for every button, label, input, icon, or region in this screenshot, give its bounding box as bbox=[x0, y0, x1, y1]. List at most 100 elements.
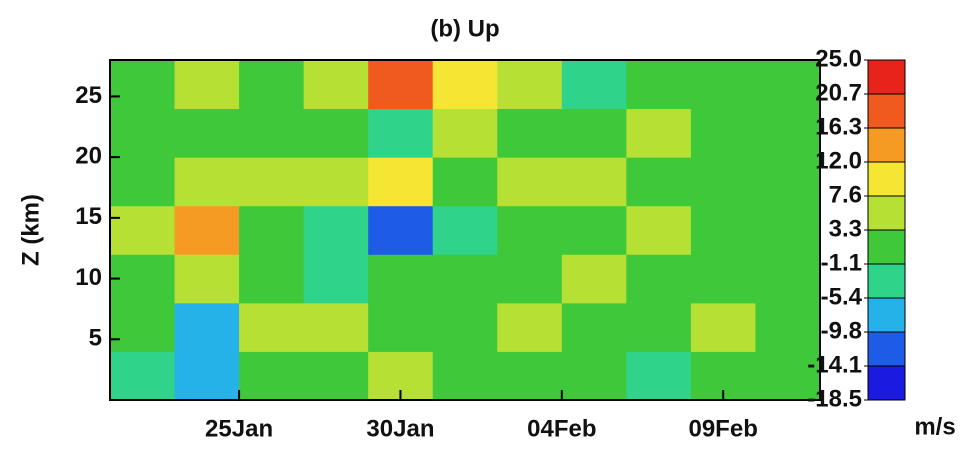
heat-cell bbox=[303, 205, 369, 255]
heat-cell bbox=[368, 60, 434, 110]
heat-cell bbox=[561, 60, 627, 110]
heat-cell bbox=[432, 302, 498, 352]
colorbar-swatch bbox=[867, 59, 906, 95]
chart-title: (b) Up bbox=[430, 15, 499, 42]
colorbar-swatch bbox=[867, 195, 906, 231]
colorbar-label: 12.0 bbox=[815, 147, 862, 174]
heat-cell bbox=[626, 351, 692, 401]
heat-cell bbox=[497, 254, 563, 304]
heat-cell bbox=[690, 254, 756, 304]
heat-cell bbox=[626, 302, 692, 352]
heat-cell bbox=[303, 157, 369, 207]
x-tick-label: 04Feb bbox=[527, 415, 596, 442]
heat-cell bbox=[174, 205, 240, 255]
heat-cell bbox=[303, 254, 369, 304]
heat-cell bbox=[239, 205, 305, 255]
heat-cell bbox=[174, 351, 240, 401]
plot-frame bbox=[109, 59, 821, 401]
y-tick-label: 15 bbox=[75, 203, 102, 230]
heat-cell bbox=[497, 108, 563, 158]
heat-cell bbox=[561, 302, 627, 352]
y-tick-label: 5 bbox=[89, 325, 102, 352]
heat-cell bbox=[690, 302, 756, 352]
heat-cell bbox=[626, 108, 692, 158]
colorbar-label: 3.3 bbox=[829, 215, 862, 242]
colorbar-label: -9.8 bbox=[821, 317, 862, 344]
heat-cell bbox=[368, 157, 434, 207]
heat-cell bbox=[755, 60, 821, 110]
colorbar-swatch bbox=[867, 127, 906, 163]
colorbar-label: -1.1 bbox=[821, 249, 862, 276]
heat-cell bbox=[626, 157, 692, 207]
colorbar-swatch bbox=[867, 229, 906, 265]
heat-cell bbox=[755, 254, 821, 304]
heat-cell bbox=[110, 108, 176, 158]
colorbar-swatch bbox=[867, 263, 906, 299]
heat-cell bbox=[561, 108, 627, 158]
colorbar-units: m/s bbox=[914, 413, 955, 440]
heat-cell bbox=[239, 60, 305, 110]
heat-cell bbox=[110, 254, 176, 304]
heat-cell bbox=[303, 60, 369, 110]
colorbar-swatch bbox=[867, 93, 906, 129]
heat-cell bbox=[497, 302, 563, 352]
colorbar-label: 7.6 bbox=[829, 181, 862, 208]
heat-cell bbox=[755, 157, 821, 207]
heat-cell bbox=[561, 157, 627, 207]
heat-cell bbox=[239, 302, 305, 352]
heat-cell bbox=[368, 302, 434, 352]
heat-cell bbox=[432, 254, 498, 304]
heat-cell bbox=[690, 108, 756, 158]
colorbar-label: 16.3 bbox=[815, 113, 862, 140]
heat-cell bbox=[303, 108, 369, 158]
heat-cell bbox=[110, 60, 176, 110]
x-tick-label: 30Jan bbox=[366, 415, 434, 442]
heat-cell bbox=[110, 351, 176, 401]
heat-cell bbox=[561, 351, 627, 401]
heat-cell bbox=[432, 157, 498, 207]
heat-cell bbox=[690, 60, 756, 110]
heat-cell bbox=[690, 157, 756, 207]
heat-cell bbox=[239, 108, 305, 158]
heat-cell bbox=[626, 205, 692, 255]
heat-cell bbox=[174, 108, 240, 158]
heat-cell bbox=[432, 351, 498, 401]
heat-cell bbox=[239, 157, 305, 207]
x-tick-label: 25Jan bbox=[205, 415, 273, 442]
colorbar-label: -5.4 bbox=[821, 283, 863, 310]
heat-cell bbox=[303, 351, 369, 401]
heat-cell bbox=[432, 108, 498, 158]
heat-cell bbox=[497, 351, 563, 401]
heat-cell bbox=[497, 157, 563, 207]
heat-cell bbox=[755, 351, 821, 401]
colorbar-swatch bbox=[867, 161, 906, 197]
y-tick-label: 25 bbox=[75, 82, 102, 109]
colorbar-label: -14.1 bbox=[807, 351, 862, 378]
heat-cell bbox=[174, 302, 240, 352]
y-axis-label: Z (km) bbox=[17, 194, 44, 266]
heat-cell bbox=[755, 108, 821, 158]
heat-cell bbox=[174, 157, 240, 207]
heat-cell bbox=[110, 157, 176, 207]
colorbar-label: 25.0 bbox=[815, 45, 862, 72]
colorbar-label: 20.7 bbox=[815, 79, 862, 106]
heat-cell bbox=[755, 205, 821, 255]
heat-cell bbox=[432, 205, 498, 255]
colorbar-swatch bbox=[867, 297, 906, 333]
heat-cell bbox=[239, 351, 305, 401]
heat-cell bbox=[626, 254, 692, 304]
y-tick-label: 20 bbox=[75, 142, 102, 169]
heat-cell bbox=[497, 60, 563, 110]
x-tick-label: 09Feb bbox=[688, 415, 757, 442]
colorbar-label: -18.5 bbox=[807, 385, 862, 412]
heat-cell bbox=[690, 205, 756, 255]
colorbar-swatch bbox=[867, 365, 906, 401]
heat-cell bbox=[303, 302, 369, 352]
heat-cell bbox=[110, 302, 176, 352]
heat-cell bbox=[368, 108, 434, 158]
heat-cell bbox=[432, 60, 498, 110]
heat-cell bbox=[368, 205, 434, 255]
heat-cell bbox=[174, 254, 240, 304]
heat-cell bbox=[368, 254, 434, 304]
